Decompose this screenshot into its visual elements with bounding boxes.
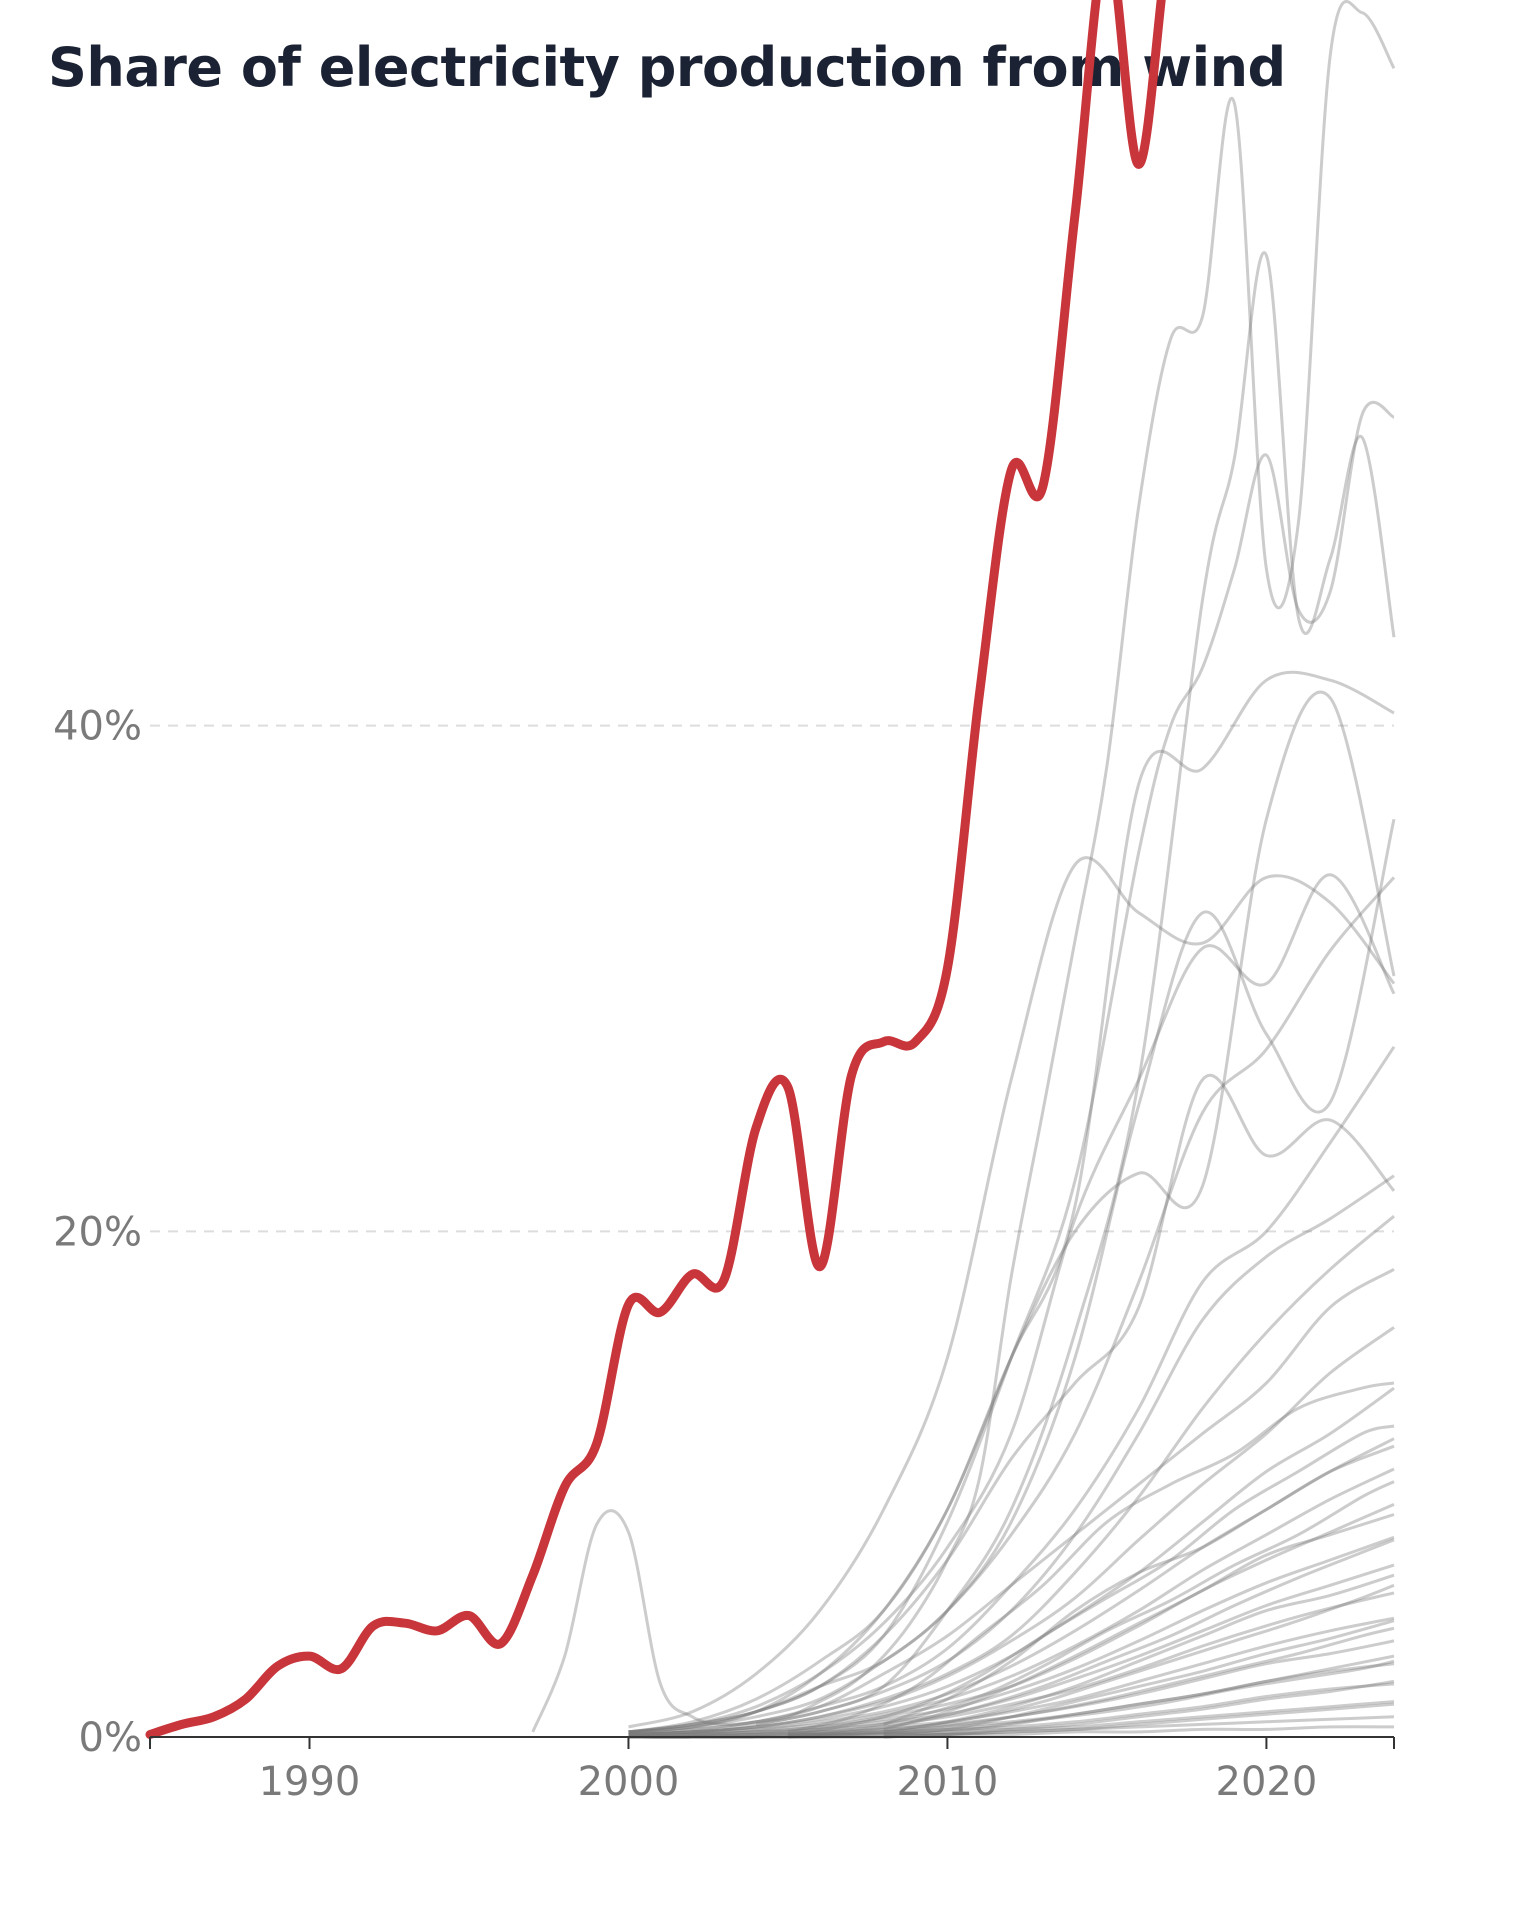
background-series-line-2 — [628, 400, 1395, 1734]
background-series-line-24 — [628, 1662, 1395, 1739]
background-series-line-12 — [628, 1215, 1395, 1736]
background-series-line-15 — [628, 1386, 1395, 1736]
background-series-line-4 — [628, 670, 1395, 1734]
background-series-line-8 — [628, 876, 1396, 1734]
background-series-line-35 — [787, 1659, 1395, 1739]
background-series-line-3 — [755, 251, 1396, 1726]
background-series-line-1 — [628, 856, 1396, 1729]
axes: 0% 20% 40% 1990 2000 2010 2020 — [53, 704, 1395, 1805]
background-series-line-29 — [787, 1381, 1395, 1734]
highlight-series-line — [145, 0, 1166, 1739]
background-series-line-21 — [628, 1591, 1395, 1739]
background-series-line-17 — [628, 1467, 1395, 1739]
background-series-line-31 — [787, 1480, 1395, 1736]
x-tick-label: 2020 — [1216, 1759, 1318, 1805]
background-series-line-39 — [883, 1619, 1395, 1736]
background-series-line-16 — [628, 1437, 1395, 1736]
background-series-line-19 — [628, 1535, 1395, 1739]
background-series-line-30 — [787, 1424, 1395, 1736]
background-series-line-42 — [883, 1702, 1395, 1739]
background-series-line-40 — [883, 1654, 1395, 1736]
background-series-line-36 — [883, 1444, 1395, 1726]
background-series-line-14 — [628, 1326, 1395, 1736]
background-series-group — [531, 0, 1396, 1739]
background-series-line-9 — [628, 1074, 1396, 1734]
background-series-line-18 — [628, 1503, 1395, 1739]
background-series-line-10 — [628, 1045, 1396, 1736]
y-tick-label: 0% — [79, 1715, 142, 1761]
grid-lines — [150, 724, 1394, 1233]
x-tick-label: 2000 — [578, 1759, 680, 1805]
background-series-line-7 — [628, 818, 1396, 1734]
background-series-line-6 — [628, 690, 1396, 1734]
background-series-line-5 — [628, 873, 1396, 1734]
background-series-line-11 — [628, 1174, 1395, 1736]
background-series-line-38 — [883, 1573, 1395, 1734]
background-series-line-20 — [628, 1563, 1395, 1739]
background-series-line-23 — [628, 1639, 1395, 1739]
background-series-line-13 — [628, 1268, 1395, 1736]
chart-title: Share of electricity production from win… — [48, 36, 1286, 99]
y-tick-label: 40% — [53, 704, 142, 750]
highlight-series-group: XXX — [145, 0, 1166, 1739]
background-series-line-37 — [883, 1513, 1395, 1731]
x-tick-label: 2010 — [897, 1759, 999, 1805]
background-series-line-0 — [531, 0, 1396, 1733]
background-series-line-33 — [787, 1583, 1395, 1739]
background-series-line-41 — [883, 1679, 1395, 1739]
background-series-line-32 — [787, 1538, 1395, 1736]
background-series-line-22 — [628, 1616, 1395, 1739]
background-series-line-34 — [787, 1626, 1395, 1739]
y-tick-label: 20% — [53, 1209, 142, 1255]
x-tick-label: 1990 — [259, 1759, 361, 1805]
